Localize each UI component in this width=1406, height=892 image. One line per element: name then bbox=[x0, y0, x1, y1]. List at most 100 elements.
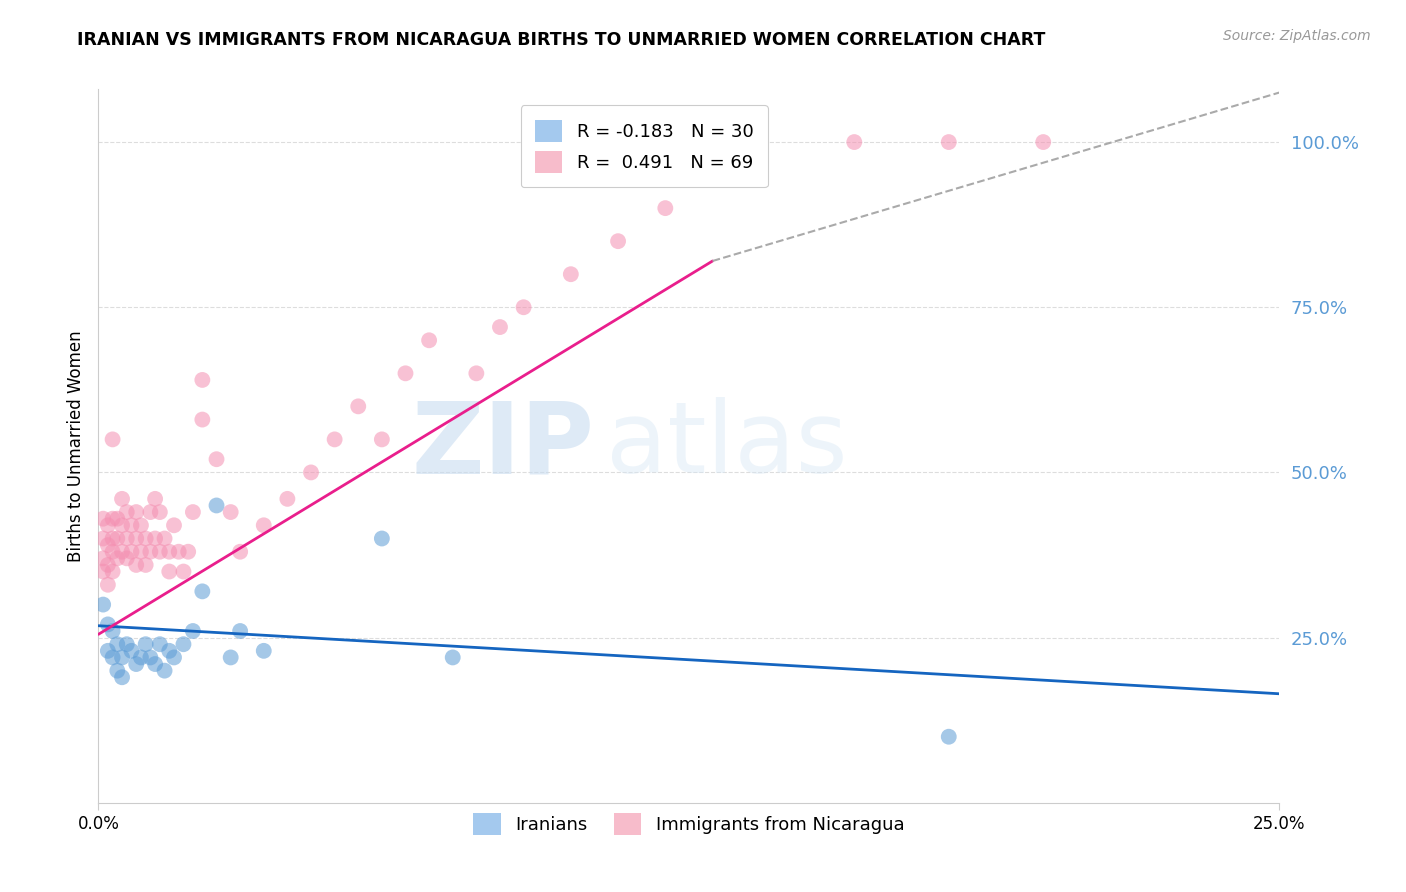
Point bbox=[111, 491, 134, 506]
Point bbox=[105, 511, 128, 525]
Point bbox=[115, 505, 138, 519]
Point bbox=[101, 511, 124, 525]
Point bbox=[121, 518, 143, 533]
Point bbox=[153, 532, 176, 546]
Point bbox=[938, 730, 960, 744]
Point bbox=[191, 412, 214, 426]
Point bbox=[135, 558, 157, 572]
Point bbox=[323, 433, 346, 447]
Point bbox=[299, 466, 322, 480]
Point bbox=[149, 505, 172, 519]
Point bbox=[181, 505, 204, 519]
Point bbox=[101, 624, 124, 638]
Point bbox=[115, 637, 138, 651]
Point bbox=[111, 670, 134, 684]
Point bbox=[191, 373, 214, 387]
Point bbox=[91, 565, 114, 579]
Point bbox=[163, 650, 186, 665]
Point bbox=[172, 637, 194, 651]
Point bbox=[125, 558, 148, 572]
Point bbox=[1032, 135, 1054, 149]
Point bbox=[654, 201, 676, 215]
Point bbox=[139, 505, 162, 519]
Point bbox=[219, 505, 242, 519]
Text: Source: ZipAtlas.com: Source: ZipAtlas.com bbox=[1223, 29, 1371, 43]
Point bbox=[149, 545, 172, 559]
Point bbox=[177, 545, 200, 559]
Point bbox=[489, 320, 512, 334]
Point bbox=[135, 637, 157, 651]
Point bbox=[219, 650, 242, 665]
Point bbox=[121, 545, 143, 559]
Point bbox=[101, 532, 124, 546]
Point bbox=[157, 545, 180, 559]
Point bbox=[253, 644, 276, 658]
Point bbox=[105, 664, 128, 678]
Text: ZIP: ZIP bbox=[412, 398, 595, 494]
Point bbox=[253, 518, 276, 533]
Point bbox=[125, 657, 148, 671]
Point bbox=[418, 333, 440, 347]
Point bbox=[512, 300, 534, 314]
Point bbox=[181, 624, 204, 638]
Point bbox=[105, 637, 128, 651]
Point bbox=[91, 598, 114, 612]
Point bbox=[149, 637, 172, 651]
Point bbox=[105, 551, 128, 566]
Point bbox=[101, 565, 124, 579]
Point bbox=[111, 545, 134, 559]
Point bbox=[139, 545, 162, 559]
Point bbox=[702, 168, 724, 182]
Point bbox=[229, 624, 252, 638]
Point bbox=[105, 532, 128, 546]
Point bbox=[97, 538, 120, 552]
Point bbox=[91, 551, 114, 566]
Point bbox=[125, 505, 148, 519]
Point bbox=[97, 644, 120, 658]
Point bbox=[139, 650, 162, 665]
Point bbox=[229, 545, 252, 559]
Point bbox=[143, 657, 166, 671]
Point bbox=[371, 532, 394, 546]
Point bbox=[607, 234, 630, 248]
Point bbox=[97, 558, 120, 572]
Point bbox=[97, 617, 120, 632]
Point bbox=[111, 518, 134, 533]
Point bbox=[135, 532, 157, 546]
Point bbox=[347, 400, 370, 414]
Point bbox=[115, 551, 138, 566]
Point bbox=[276, 491, 298, 506]
Point bbox=[111, 650, 134, 665]
Point bbox=[465, 367, 488, 381]
Point bbox=[91, 511, 114, 525]
Point bbox=[371, 433, 394, 447]
Point bbox=[157, 644, 180, 658]
Text: IRANIAN VS IMMIGRANTS FROM NICARAGUA BIRTHS TO UNMARRIED WOMEN CORRELATION CHART: IRANIAN VS IMMIGRANTS FROM NICARAGUA BIR… bbox=[77, 31, 1046, 49]
Point bbox=[844, 135, 866, 149]
Point bbox=[143, 532, 166, 546]
Y-axis label: Births to Unmarried Women: Births to Unmarried Women bbox=[66, 330, 84, 562]
Point bbox=[115, 532, 138, 546]
Point bbox=[172, 565, 194, 579]
Point bbox=[157, 565, 180, 579]
Point bbox=[938, 135, 960, 149]
Point bbox=[167, 545, 190, 559]
Point bbox=[748, 148, 770, 162]
Point bbox=[143, 491, 166, 506]
Point bbox=[205, 452, 228, 467]
Point bbox=[205, 499, 228, 513]
Point bbox=[163, 518, 186, 533]
Point bbox=[560, 267, 582, 281]
Point bbox=[97, 518, 120, 533]
Point bbox=[91, 532, 114, 546]
Point bbox=[101, 545, 124, 559]
Point bbox=[129, 545, 152, 559]
Legend: Iranians, Immigrants from Nicaragua: Iranians, Immigrants from Nicaragua bbox=[461, 800, 917, 847]
Point bbox=[441, 650, 464, 665]
Point bbox=[191, 584, 214, 599]
Point bbox=[129, 650, 152, 665]
Point bbox=[97, 578, 120, 592]
Point bbox=[101, 650, 124, 665]
Point bbox=[153, 664, 176, 678]
Point bbox=[121, 644, 143, 658]
